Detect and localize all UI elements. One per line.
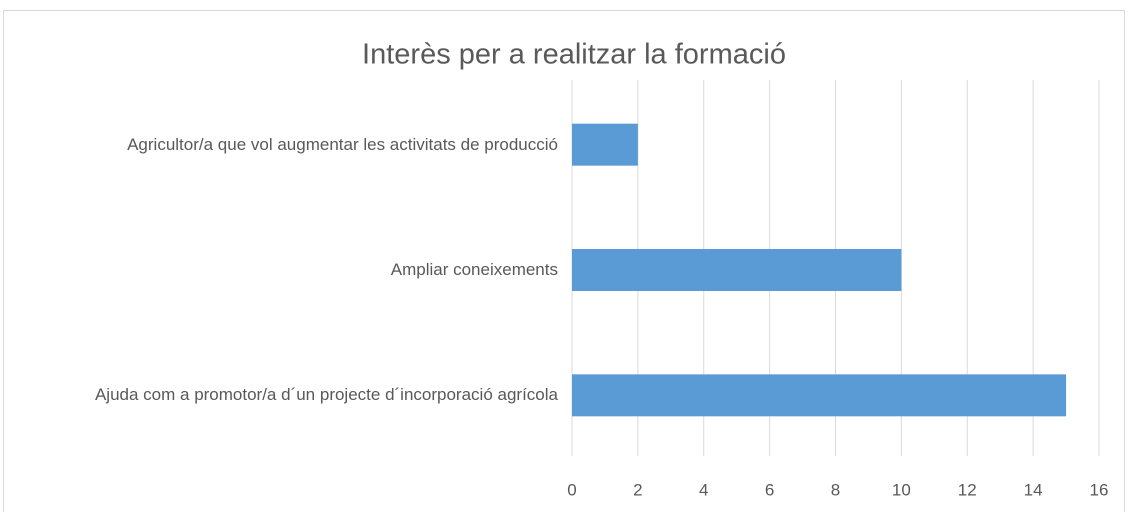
x-tick-label: 14 (1024, 480, 1043, 499)
category-label-box: Ampliar coneixements (391, 257, 558, 283)
y-tick-label: Ajuda com a promotor/a d´un projecte d´i… (94, 385, 558, 405)
x-tick-label: 0 (567, 480, 576, 499)
x-tick-label: 4 (699, 480, 708, 499)
x-tick-label: 10 (892, 480, 911, 499)
bar (572, 374, 1067, 417)
chart-title: Interès per a realitzar la formació (362, 39, 786, 71)
x-tick-label: 8 (831, 480, 840, 499)
x-tick-label: 2 (633, 480, 642, 499)
y-tick-label: Ampliar coneixements (390, 260, 558, 279)
bar (572, 123, 638, 166)
category-label-box: Ajuda com a promotor/a d´un projecte d´i… (95, 382, 558, 408)
x-tick-label: 6 (765, 480, 774, 499)
y-tick-label: Agricultor/a que vol augmentar les activ… (127, 134, 558, 154)
x-tick-label: 16 (1090, 480, 1109, 499)
chart-border (3, 10, 1125, 512)
x-tick-label: 12 (958, 480, 977, 499)
bar (572, 249, 902, 291)
category-label-box: Agricultor/a que vol augmentar les activ… (127, 132, 558, 158)
